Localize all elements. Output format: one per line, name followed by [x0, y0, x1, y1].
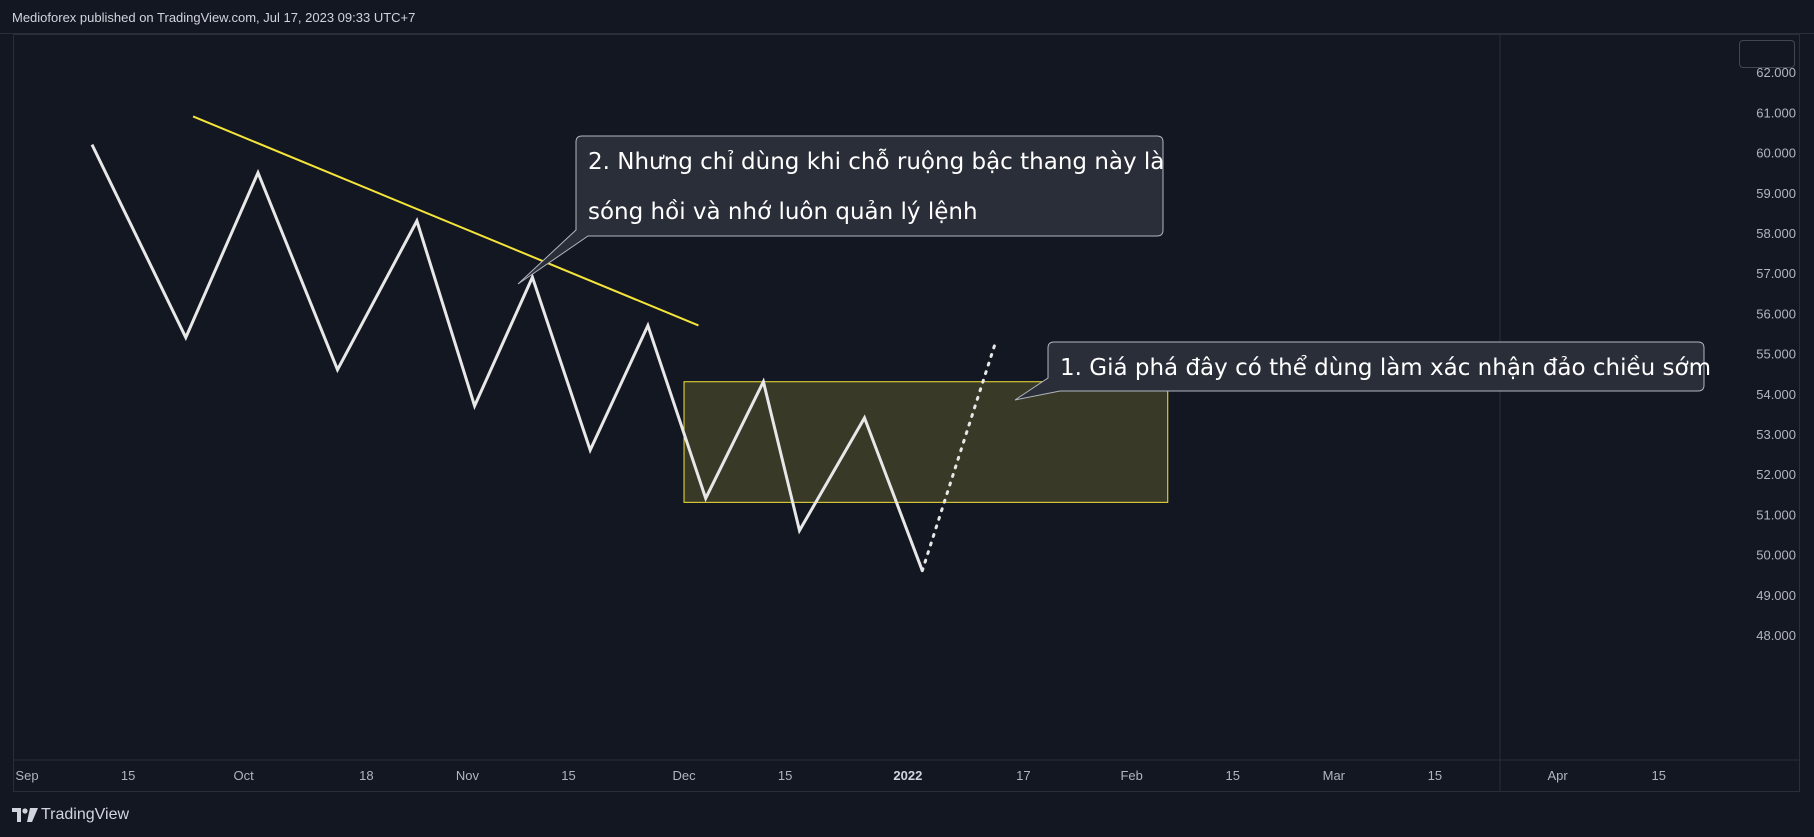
y-tick-label: 52.000	[1756, 467, 1796, 482]
publish-info: Medioforex published on TradingView.com,…	[12, 10, 416, 25]
x-tick-label: Sep	[15, 768, 38, 783]
price-axis[interactable]: 48.000 49.000 50.000 51.000 52.000 53.000 54.0…	[1499, 34, 1796, 792]
y-tick-label: 50.000	[1756, 548, 1796, 563]
callout-2-box	[517, 135, 1164, 285]
y-tick-label: 59.000	[1756, 186, 1796, 201]
y-tick-label: 48.000	[1756, 628, 1796, 643]
x-tick-label: Nov	[456, 768, 480, 783]
callout-layer: 2. Nhưng chỉ dùng khi chỗ ruộng bậc than…	[517, 135, 1711, 401]
y-tick-label: 49.000	[1756, 588, 1796, 603]
footer	[0, 793, 1814, 837]
tradingview-logo-icon[interactable]	[12, 808, 38, 822]
x-tick-label: 17	[1016, 768, 1030, 783]
y-tick-label: 61.000	[1756, 105, 1796, 120]
chart-header: Medioforex published on TradingView.com,…	[0, 0, 1814, 34]
x-tick-label: Feb	[1120, 768, 1142, 783]
consolidation-zone[interactable]	[683, 381, 1169, 503]
x-tick-label: Apr	[1548, 768, 1569, 783]
y-tick-label: 55.000	[1756, 347, 1796, 362]
x-tick-label: 15	[561, 768, 575, 783]
callout-1-line-1: 1. Giá phá đây có thể dùng làm xác nhận …	[1060, 355, 1711, 381]
y-tick-label: 54.000	[1756, 387, 1796, 402]
callout-2-line-1: 2. Nhưng chỉ dùng khi chỗ ruộng bậc than…	[588, 147, 1164, 175]
x-tick-label: 2022	[893, 768, 922, 783]
callout-2[interactable]: 2. Nhưng chỉ dùng khi chỗ ruộng bậc than…	[517, 135, 1164, 285]
time-axis[interactable]: Sep 15 Oct 18 Nov 15 Dec 15 2022 17 Feb 15 Mar 15 Apr 1…	[13, 759, 1800, 783]
y-tick-label: 60.000	[1756, 146, 1796, 161]
price-line[interactable]	[90, 143, 924, 572]
callout-1[interactable]: 1. Giá phá đây có thể dùng làm xác nhận …	[1014, 341, 1711, 401]
x-tick-label: Dec	[672, 768, 696, 783]
price-scale-button[interactable]	[1739, 40, 1795, 68]
callout-2-line-2: sóng hồi và nhớ luôn quản lý lệnh	[588, 199, 978, 225]
x-tick-label: Mar	[1323, 768, 1346, 783]
x-tick-label: 18	[359, 768, 373, 783]
y-tick-label: 51.000	[1756, 507, 1796, 522]
x-tick-label: 15	[121, 768, 135, 783]
x-tick-label: 15	[1226, 768, 1240, 783]
trendline-layer	[192, 115, 699, 327]
projection-line[interactable]	[920, 344, 996, 573]
y-tick-label: 53.000	[1756, 427, 1796, 442]
y-tick-label: 56.000	[1756, 306, 1796, 321]
zone-layer	[683, 381, 1169, 503]
trendline[interactable]	[192, 115, 699, 327]
y-tick-label: 57.000	[1756, 266, 1796, 281]
x-tick-label: Oct	[233, 768, 254, 783]
y-tick-label: 58.000	[1756, 226, 1796, 241]
callout-1-box	[1014, 341, 1705, 401]
x-tick-label: 15	[1651, 768, 1665, 783]
tradingview-brand[interactable]: TradingView	[41, 806, 130, 823]
x-tick-label: 15	[778, 768, 792, 783]
x-tick-label: 15	[1428, 768, 1442, 783]
series-layer	[90, 143, 996, 573]
y-tick-label: 62.000	[1756, 65, 1796, 80]
